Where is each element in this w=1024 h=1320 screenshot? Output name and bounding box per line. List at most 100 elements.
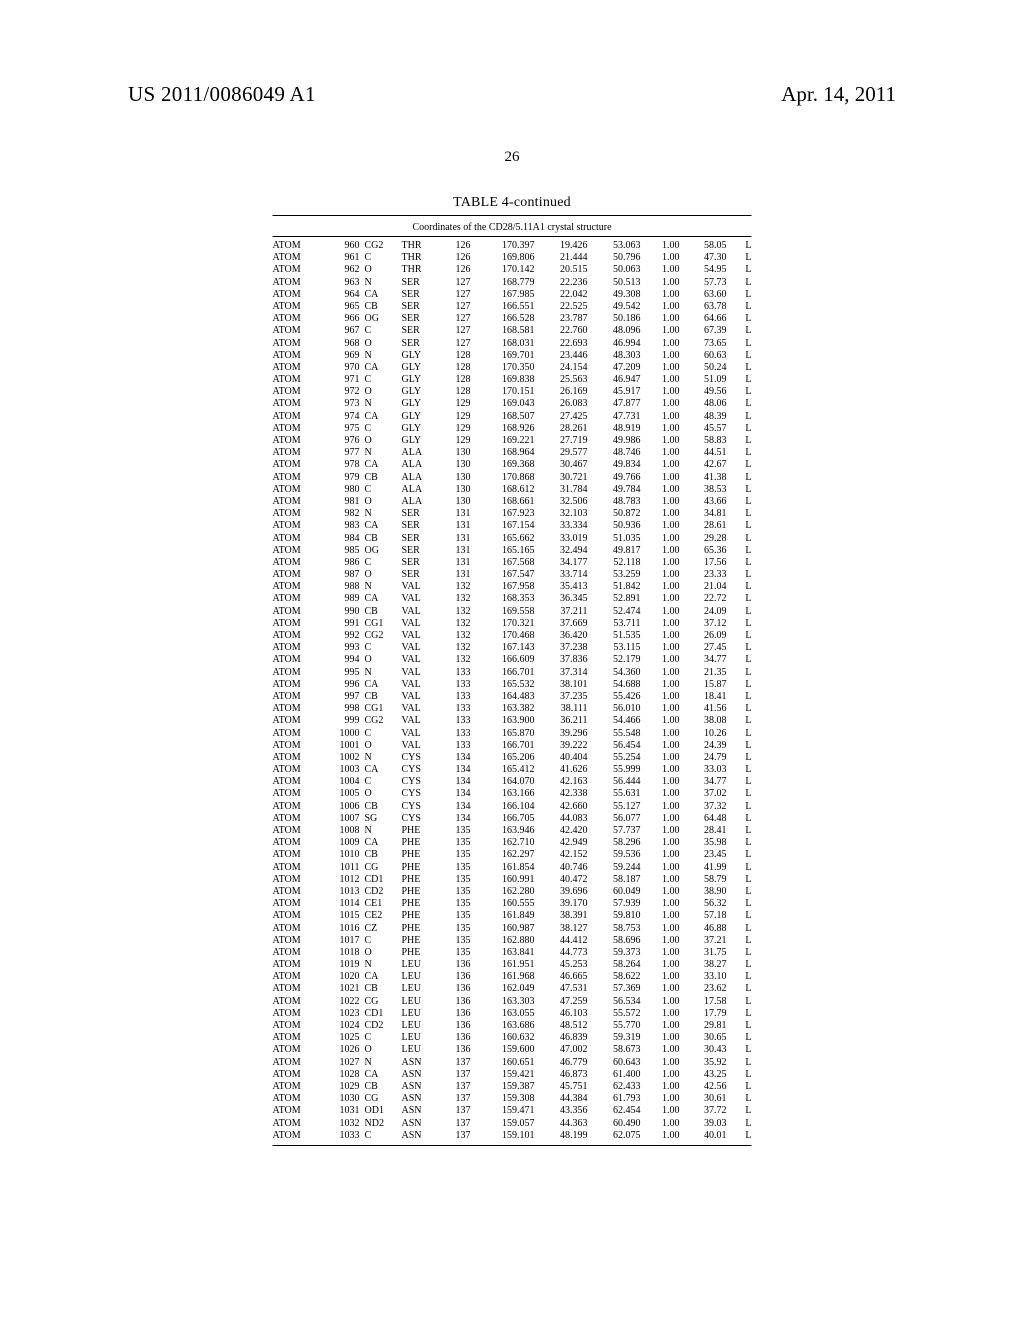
table-cell: 128	[443, 374, 483, 386]
table-cell: CYS	[402, 813, 443, 825]
table-cell: CB	[365, 1081, 402, 1093]
table-cell: 978	[326, 459, 365, 471]
table-cell: GLY	[402, 423, 443, 435]
table-cell: 970	[326, 362, 365, 374]
table-cell: 1032	[326, 1118, 365, 1130]
table-cell: 46.947	[593, 374, 646, 386]
table-cell: LEU	[402, 1020, 443, 1032]
table-cell: 54.360	[593, 667, 646, 679]
table-cell: VAL	[402, 630, 443, 642]
table-cell: THR	[402, 240, 443, 252]
table-cell: 10.26	[685, 728, 732, 740]
table-cell: 73.65	[685, 338, 732, 350]
table-cell: CG1	[365, 618, 402, 630]
table-cell: 1.00	[646, 374, 685, 386]
table-cell: 55.254	[593, 752, 646, 764]
table-cell: L	[732, 520, 752, 532]
table-cell: ATOM	[273, 983, 326, 995]
table-cell: SER	[402, 301, 443, 313]
table-cell: 27.425	[540, 411, 593, 423]
table-cell: 59.536	[593, 849, 646, 861]
table-cell: 50.872	[593, 508, 646, 520]
table-cell: 1.00	[646, 618, 685, 630]
table-cell: 1.00	[646, 252, 685, 264]
table-row: ATOM994OVAL132166.60937.83652.1791.0034.…	[273, 654, 752, 666]
table-cell: C	[365, 484, 402, 496]
table-cell: 50.063	[593, 264, 646, 276]
table-cell: 47.002	[540, 1044, 593, 1056]
table-cell: ATOM	[273, 508, 326, 520]
table-cell: 56.077	[593, 813, 646, 825]
table-cell: 55.426	[593, 691, 646, 703]
table-row: ATOM961CTHR126169.80621.44450.7961.0047.…	[273, 252, 752, 264]
table-row: ATOM986CSER131167.56834.17752.1181.0017.…	[273, 557, 752, 569]
table-cell: 164.483	[483, 691, 540, 703]
table-cell: PHE	[402, 849, 443, 861]
table-row: ATOM997CBVAL133164.48337.23555.4261.0018…	[273, 691, 752, 703]
table-cell: GLY	[402, 435, 443, 447]
table-cell: 1.00	[646, 447, 685, 459]
table-cell: 131	[443, 520, 483, 532]
table-cell: 166.701	[483, 740, 540, 752]
table-cell: 1028	[326, 1069, 365, 1081]
table-cell: 168.581	[483, 325, 540, 337]
table-cell: 168.507	[483, 411, 540, 423]
table-cell: 44.384	[540, 1093, 593, 1105]
table-cell: 59.373	[593, 947, 646, 959]
table-cell: 23.446	[540, 350, 593, 362]
table-cell: 130	[443, 496, 483, 508]
table-row: ATOM982NSER131167.92332.10350.8721.0034.…	[273, 508, 752, 520]
table-cell: 58.753	[593, 923, 646, 935]
table-cell: 1.00	[646, 1130, 685, 1142]
table-cell: 168.031	[483, 338, 540, 350]
table-cell: ATOM	[273, 971, 326, 983]
table-cell: L	[732, 764, 752, 776]
table-cell: VAL	[402, 667, 443, 679]
table-cell: 46.839	[540, 1032, 593, 1044]
table-row: ATOM1018OPHE135163.84144.77359.3731.0031…	[273, 947, 752, 959]
table-cell: ASN	[402, 1081, 443, 1093]
table-cell: L	[732, 1081, 752, 1093]
table-cell: 170.350	[483, 362, 540, 374]
table-cell: LEU	[402, 959, 443, 971]
table-cell: 37.21	[685, 935, 732, 947]
table-cell: 987	[326, 569, 365, 581]
table-cell: PHE	[402, 837, 443, 849]
table-cell: O	[365, 740, 402, 752]
table-cell: SER	[402, 557, 443, 569]
table-cell: 34.77	[685, 654, 732, 666]
table-cell: L	[732, 386, 752, 398]
table-cell: 981	[326, 496, 365, 508]
table-cell: L	[732, 459, 752, 471]
table-cell: CD2	[365, 1020, 402, 1032]
table-cell: 1.00	[646, 484, 685, 496]
table-cell: L	[732, 398, 752, 410]
table-cell: L	[732, 642, 752, 654]
table-cell: 170.468	[483, 630, 540, 642]
table-cell: 127	[443, 338, 483, 350]
table-cell: O	[365, 496, 402, 508]
table-cell: 1.00	[646, 1008, 685, 1020]
table-cell: 56.010	[593, 703, 646, 715]
table-cell: 1.00	[646, 910, 685, 922]
table-cell: 994	[326, 654, 365, 666]
table-cell: 1026	[326, 1044, 365, 1056]
table-cell: 58.05	[685, 240, 732, 252]
table-cell: 1.00	[646, 679, 685, 691]
table-cell: 170.151	[483, 386, 540, 398]
table-cell: VAL	[402, 606, 443, 618]
table-row: ATOM968OSER127168.03122.69346.9941.0073.…	[273, 338, 752, 350]
table-cell: 1.00	[646, 886, 685, 898]
table-row: ATOM989CAVAL132168.35336.34552.8911.0022…	[273, 593, 752, 605]
table-cell: 972	[326, 386, 365, 398]
table-cell: L	[732, 569, 752, 581]
table-cell: 128	[443, 386, 483, 398]
table-cell: 22.693	[540, 338, 593, 350]
table-cell: ATOM	[273, 1044, 326, 1056]
table-cell: 136	[443, 1008, 483, 1020]
table-cell: 165.532	[483, 679, 540, 691]
table-cell: 39.296	[540, 728, 593, 740]
table-cell: ATOM	[273, 825, 326, 837]
table-cell: 44.412	[540, 935, 593, 947]
table-cell: 39.170	[540, 898, 593, 910]
